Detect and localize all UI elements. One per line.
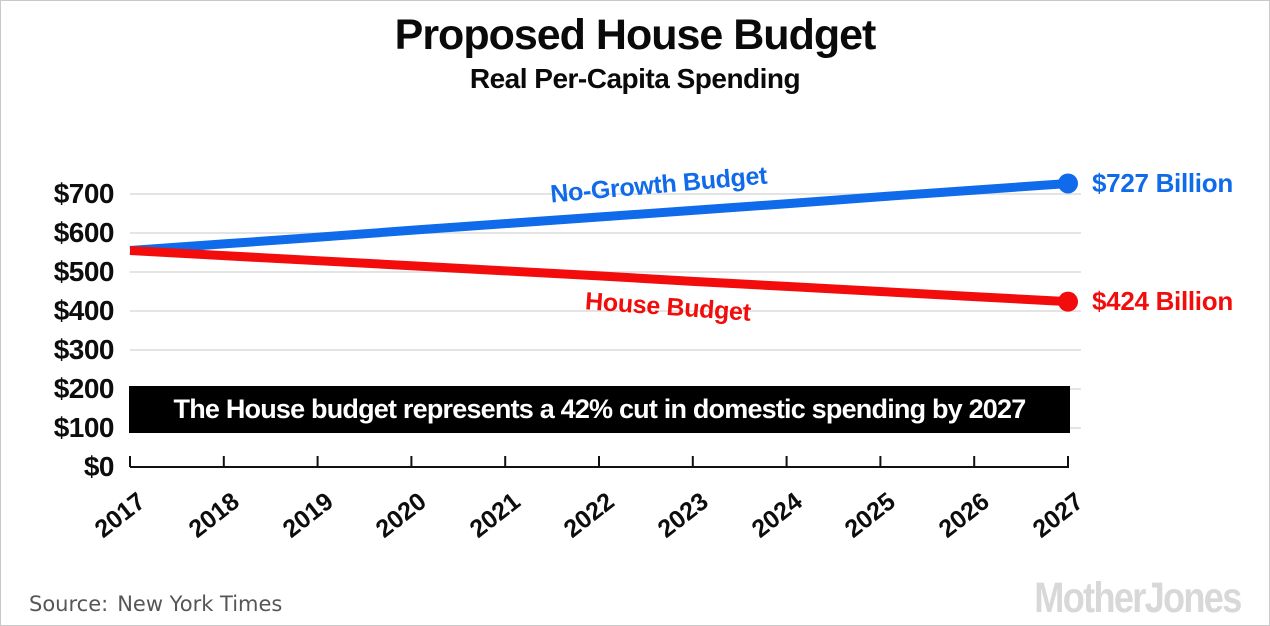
- y-axis-label: $300: [53, 334, 115, 365]
- mother-jones-logo: MotherJones: [1034, 574, 1243, 622]
- y-axis-label: $600: [53, 217, 115, 248]
- annotation-banner: The House budget represents a 42% cut in…: [129, 386, 1070, 433]
- house-budget-line: [129, 246, 1069, 307]
- end-value-no-growth-budget: $727 Billion: [1092, 168, 1233, 198]
- y-axis-label: $400: [53, 295, 115, 326]
- no-growth-budget-line: [129, 178, 1069, 256]
- y-axis-label: $200: [53, 373, 115, 404]
- end-value-house-budget: $424 Billion: [1092, 286, 1233, 316]
- chart-title: Proposed House Budget: [394, 11, 877, 59]
- chart-subtitle: Real Per-Capita Spending: [469, 63, 801, 94]
- y-axis-label: $0: [83, 451, 115, 482]
- y-axis-label: $500: [53, 256, 115, 287]
- y-axis-label: $100: [53, 412, 115, 443]
- no-growth-budget-endpoint: [1058, 173, 1078, 194]
- y-axis-label: $700: [53, 178, 115, 209]
- source-label: Source:: [29, 592, 109, 616]
- source-value: New York Times: [117, 592, 283, 616]
- house-budget-endpoint: [1058, 291, 1078, 312]
- source-credit: Source: New York Times: [29, 592, 282, 616]
